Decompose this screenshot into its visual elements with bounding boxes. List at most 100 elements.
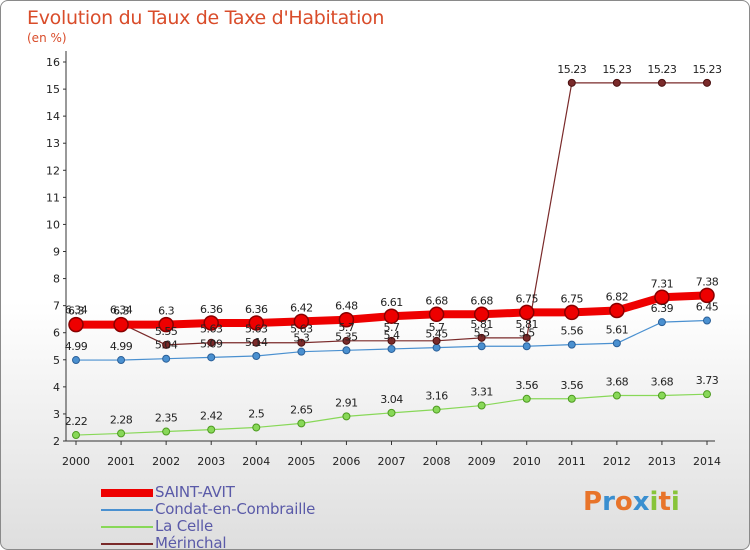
data-point: [207, 425, 216, 434]
y-tick-label: 13: [46, 137, 60, 150]
data-point: [567, 340, 576, 349]
legend-swatch: [101, 543, 153, 545]
data-label: 5.4: [384, 329, 400, 342]
data-point: [117, 429, 126, 438]
series-saint-avit: [68, 287, 715, 333]
data-label: 5.55: [155, 325, 178, 338]
data-label: 5.09: [200, 337, 223, 350]
data-point: [564, 304, 580, 321]
data-label: 3.73: [696, 374, 719, 387]
data-label: 5.61: [606, 323, 629, 336]
data-label: 5.5: [474, 326, 490, 339]
data-label: 6.36: [200, 303, 223, 316]
legend-label: La Celle: [155, 517, 213, 535]
data-label: 5.7: [429, 321, 445, 334]
x-tick-label: 2003: [197, 455, 225, 468]
logo-letter: r: [602, 487, 615, 517]
data-label: 3.31: [470, 386, 493, 399]
data-label: 6.68: [470, 294, 493, 307]
x-tick-label: 2012: [603, 455, 631, 468]
data-point: [252, 351, 261, 360]
data-label: 6.42: [290, 301, 313, 314]
data-point: [383, 308, 400, 324]
data-label: 6.39: [651, 302, 674, 315]
legend-swatch: [101, 489, 153, 497]
data-label: 5.7: [338, 321, 354, 334]
data-point: [117, 356, 126, 365]
data-point: [567, 78, 576, 87]
chart-title: Evolution du Taux de Taxe d'Habitation: [27, 7, 385, 29]
data-label: 6.68: [425, 294, 448, 307]
data-label: 5.56: [561, 325, 584, 338]
data-label: 6.3: [68, 305, 84, 318]
data-point: [657, 391, 666, 400]
data-point: [432, 405, 441, 414]
data-label: 5.45: [425, 328, 448, 341]
data-point: [252, 423, 261, 432]
y-tick-label: 7: [53, 300, 60, 313]
data-label: 5.63: [290, 323, 313, 336]
data-label: 2.65: [290, 403, 313, 416]
logo-letter: x: [632, 487, 650, 517]
series-la-celle: [72, 390, 711, 440]
data-point: [477, 401, 486, 410]
y-tick-label: 8: [53, 273, 60, 286]
data-point: [158, 316, 174, 333]
data-point: [342, 346, 351, 355]
data-point: [68, 316, 84, 333]
data-point: [518, 304, 535, 321]
logo-letter: t: [658, 487, 671, 517]
data-label: 6.3: [158, 305, 174, 318]
data-label: 6.34: [65, 304, 88, 317]
x-tick-label: 2005: [287, 455, 315, 468]
data-point: [703, 390, 711, 399]
legend-label: Condat-en-Combraille: [155, 500, 316, 518]
data-label: 6.61: [380, 296, 403, 309]
data-point: [473, 306, 490, 323]
data-point: [612, 339, 621, 348]
y-tick-label: 5: [53, 354, 60, 367]
logo-letter: i: [649, 487, 659, 517]
data-point: [703, 78, 711, 87]
legend-label: SAINT-AVIT: [155, 483, 235, 501]
y-tick-label: 11: [46, 191, 60, 204]
data-label: 3.56: [561, 379, 584, 392]
x-tick-label: 2007: [378, 455, 406, 468]
data-point: [72, 431, 80, 440]
data-label: 6.36: [245, 303, 268, 316]
x-tick-label: 2004: [242, 455, 270, 468]
x-tick-label: 2011: [558, 455, 586, 468]
x-tick-label: 2000: [62, 455, 90, 468]
data-point: [342, 412, 351, 421]
data-point: [387, 344, 396, 353]
data-point: [654, 289, 670, 306]
data-label: 2.28: [110, 413, 133, 426]
y-tick-label: 12: [46, 164, 60, 177]
data-label: 6.3: [113, 305, 129, 318]
data-label: 3.16: [425, 390, 448, 403]
x-tick-label: 2009: [468, 455, 496, 468]
data-point: [207, 353, 216, 362]
x-tick-label: 2002: [152, 455, 180, 468]
logo-letter: i: [670, 487, 680, 517]
x-tick-label: 2014: [693, 455, 721, 468]
y-tick-label: 3: [53, 408, 60, 421]
data-label: 5.14: [245, 336, 268, 349]
data-point: [477, 342, 486, 351]
data-label: 3.04: [380, 393, 403, 406]
data-label: 2.5: [248, 407, 264, 420]
proxiti-logo: Proxiti: [583, 487, 680, 517]
data-label: 5.63: [200, 323, 223, 336]
data-point: [252, 338, 261, 347]
data-point: [657, 318, 666, 327]
data-point: [297, 347, 306, 356]
logo-letter: P: [583, 487, 603, 517]
logo-letter: o: [614, 487, 633, 517]
y-tick-label: 4: [53, 381, 60, 394]
x-tick-label: 2008: [423, 455, 451, 468]
data-label: 6.34: [110, 304, 133, 317]
data-point: [387, 408, 396, 417]
legend-swatch: [101, 526, 153, 528]
data-label: 5.81: [515, 318, 538, 331]
data-label: 6.48: [335, 300, 358, 313]
